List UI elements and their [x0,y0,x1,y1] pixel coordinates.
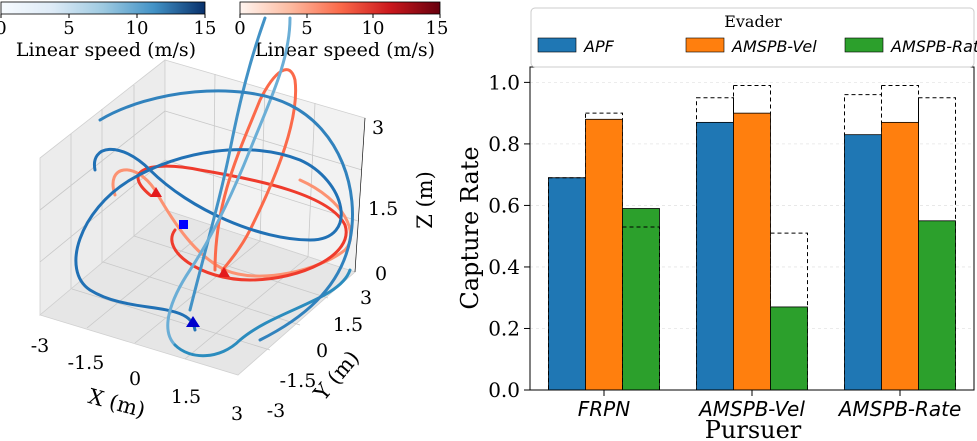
y-tick-label: 1.0 [488,70,520,94]
plot-3d: -3 -1.5 0 1.5 3 X (m) 3 1.5 0 -1.5 -3 Y … [31,16,437,425]
evader-trajectory-3 [213,68,298,273]
colorbar-red: 0 5 10 15 Linear speed (m/s) [234,1,449,61]
colorbar-red-tick-3: 15 [426,18,449,39]
marker-red-triangle-2 [218,267,230,277]
z-tick-1: 1.5 [368,198,398,220]
bar-chart: 0.0 0.2 0.4 0.6 0.8 1.0 FRPN AMSPB-Vel AMSPB-Ra… [456,7,977,441]
x-tick-3: 1.5 [171,386,201,408]
y-tick-2: 0 [316,340,328,362]
legend-label-AMSPB-Rate: AMSPB-Rate [890,37,977,56]
bar-APF-FRPN [548,177,586,391]
legend-title: Evader [724,12,782,31]
bar-chart-bars [548,112,956,391]
x-tick-2: 0 [129,368,141,390]
bar-APF-AMSPB-Vel [696,121,734,391]
legend-label-APF: APF [583,37,615,56]
bar-AMSPB-Vel-AMSPB-Vel [733,112,771,391]
bar-AMSPB-Rate-FRPN [622,208,660,391]
colorbar-blue-label: Linear speed (m/s) [16,39,196,61]
start-marker-square [179,220,188,229]
colorbar-blue-bar [0,1,206,15]
plot-3d-panes [39,59,366,376]
colorbar-blue-tick-0: 0 [0,18,7,39]
bar-chart-yticks: 0.0 0.2 0.4 0.6 0.8 1.0 [488,70,530,402]
y-tick-label: 0.0 [488,378,520,402]
colorbar-red-label: Linear speed (m/s) [255,39,435,61]
x-tick-4: 3 [231,403,243,425]
colorbar-blue-tick-3: 15 [194,18,217,39]
x-tick-label: AMSPB-Rate [837,397,962,421]
legend-swatch-AMSPB-Rate [844,37,884,53]
evader-trajectory-2 [136,164,348,282]
y-tick-label: 0.6 [488,193,520,217]
colorbar-blue: 0 5 10 15 Linear speed (m/s) [0,1,217,61]
y-tick-4: -3 [267,400,286,422]
trajectory-markers [150,187,230,327]
plot-3d-axes: -3 -1.5 0 1.5 3 X (m) 3 1.5 0 -1.5 -3 Y … [31,117,437,425]
z-tick-0: 3 [372,117,384,139]
y-tick-0: 3 [360,287,372,309]
bar-AMSPB-Vel-AMSPB-Rate [881,121,919,391]
legend-label-AMSPB-Vel: AMSPB-Vel [731,37,817,56]
bar-AMSPB-Rate-AMSPB-Vel [770,306,808,391]
pursuer-trajectory-5 [98,89,354,342]
x-tick-0: -3 [31,335,50,357]
y-tick-label: 0.8 [488,132,520,156]
colorbar-red-tick-0: 0 [234,18,245,39]
y-tick-label: 0.2 [488,316,520,340]
colorbar-blue-tick-1: 5 [63,18,74,39]
z-axis-label: Z (m) [413,171,437,229]
x-tick-label: AMSPB-Vel [697,397,805,421]
colorbar-red-tick-2: 10 [362,18,385,39]
bar-chart-ylabel: Capture Rate [456,146,484,309]
x-tick-label: FRPN [578,397,630,421]
y-tick-3: -1.5 [280,370,317,392]
pursuer-trajectory-3 [166,16,292,347]
bar-AMSPB-Rate-AMSPB-Rate [918,220,956,391]
marker-red-triangle-1 [150,187,162,197]
z-tick-2: 0 [375,263,387,285]
colorbar-red-tick-1: 5 [301,18,312,39]
pursuer-trajectory-1 [74,147,343,332]
legend-swatch-AMSPB-Vel [685,37,725,53]
pursuer-trajectory-4 [173,268,352,358]
bar-APF-AMSPB-Rate [844,134,882,391]
y-tick-label: 0.4 [488,255,520,279]
x-tick-1: -1.5 [68,352,105,374]
bar-chart-xticks: FRPN AMSPB-Vel AMSPB-Rate [578,390,962,421]
colorbar-red-bar [239,1,441,15]
bar-chart-xlabel: Pursuer [705,416,802,441]
start-marker-blue-triangle [186,316,200,327]
bar-AMSPB-Vel-FRPN [585,118,623,391]
pursuer-trajectory-2 [188,16,267,312]
colorbar-blue-tick-2: 10 [126,18,149,39]
legend-swatch-APF [537,37,577,53]
y-tick-1: 1.5 [333,314,363,336]
legend: Evader APF AMSPB-Vel AMSPB-Rate [530,7,977,68]
